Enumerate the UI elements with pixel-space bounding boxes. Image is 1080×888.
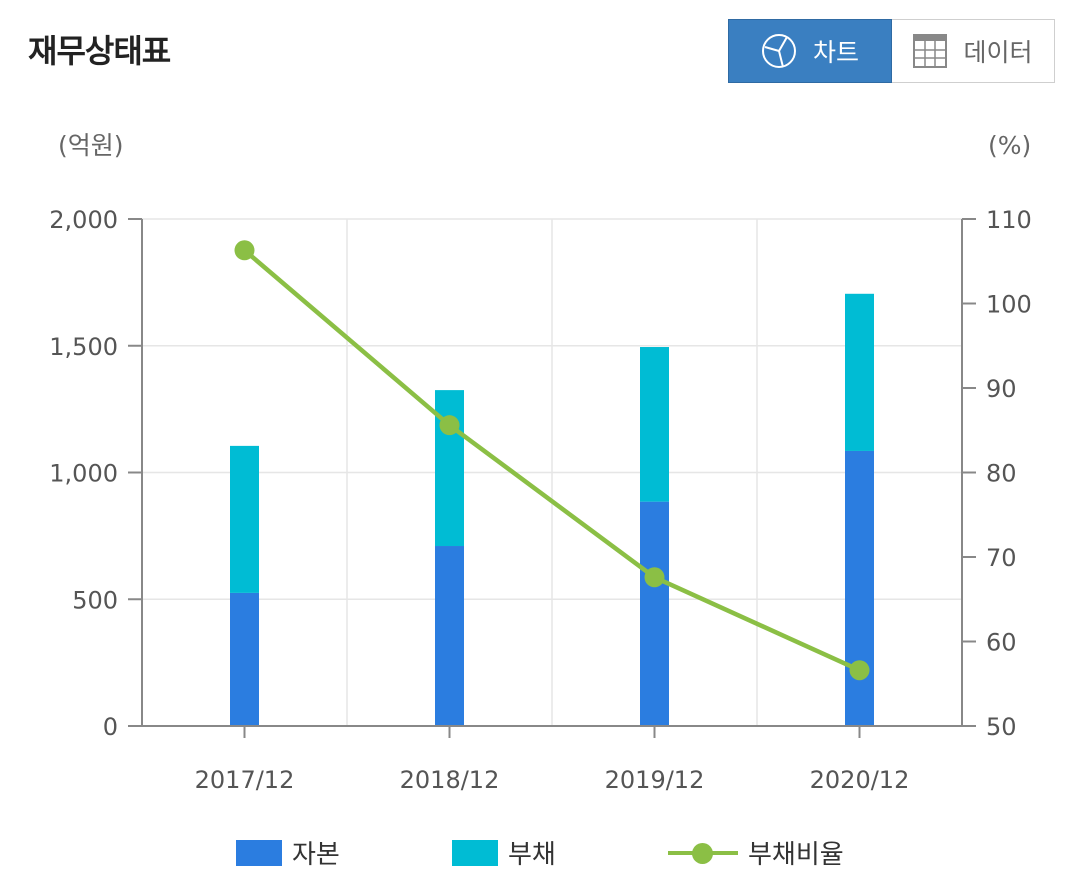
ratio-point: [234, 240, 255, 261]
legend-label-ratio: 부채비율: [748, 840, 844, 870]
left-tick-label: 1,500: [49, 333, 118, 361]
bar-liability: [845, 293, 874, 451]
financial-chart: 0 500 1,000 1,500 2,000 50 60 70 80 90 100 110 2017/…: [49, 131, 1032, 794]
chart-view-label: 차트: [812, 38, 859, 67]
right-axis-unit: (%): [988, 131, 1031, 160]
right-tick-label: 60: [986, 629, 1017, 657]
pie-chart-icon: [761, 33, 797, 69]
data-view-button[interactable]: 데이터: [892, 19, 1055, 83]
right-tick-label: 50: [986, 713, 1017, 741]
x-tick-label: 2017/12: [195, 766, 295, 794]
chart-view-button[interactable]: 차트: [728, 19, 892, 83]
chart-legend: 자본 부채 부채비율: [0, 834, 1080, 874]
legend-swatch-capital: [236, 839, 282, 866]
legend-item-ratio[interactable]: 부채비율: [668, 834, 844, 871]
right-tick-label: 90: [986, 375, 1017, 403]
data-view-label: 데이터: [963, 38, 1033, 67]
ratio-point: [644, 567, 665, 588]
legend-label-liability: 부채: [508, 840, 556, 870]
right-tick-label: 70: [986, 544, 1017, 572]
bar-capital: [845, 450, 874, 726]
legend-swatch-liability: [452, 839, 498, 866]
bar-capital: [640, 501, 669, 726]
bar-capital: [230, 592, 259, 726]
right-tick-label: 100: [986, 291, 1032, 319]
ratio-point: [439, 415, 460, 436]
table-grid-icon: [913, 34, 948, 68]
left-tick-label: 0: [103, 713, 118, 741]
bar-liability: [640, 347, 669, 502]
bar-liability: [435, 390, 464, 547]
left-axis-unit: (억원): [58, 131, 124, 160]
bar-liability: [230, 445, 259, 593]
left-tick-label: 500: [72, 586, 118, 614]
x-tick-label: 2020/12: [810, 766, 910, 794]
legend-label-capital: 자본: [292, 840, 340, 870]
bar-capital: [435, 546, 464, 726]
left-tick-label: 2,000: [49, 206, 118, 234]
right-tick-label: 80: [986, 460, 1017, 488]
ratio-point: [849, 660, 870, 681]
ratio-line: [243, 248, 861, 673]
x-tick-label: 2018/12: [400, 766, 500, 794]
page-title: 재무상태표: [28, 32, 171, 70]
left-tick-label: 1,000: [49, 460, 118, 488]
legend-item-liability[interactable]: 부채: [452, 834, 556, 871]
legend-item-capital[interactable]: 자본: [236, 834, 340, 871]
legend-swatch-ratio: [668, 840, 738, 866]
x-tick-label: 2019/12: [605, 766, 705, 794]
right-tick-label: 110: [986, 206, 1032, 234]
view-toggle: 차트 데이터: [728, 19, 1055, 83]
